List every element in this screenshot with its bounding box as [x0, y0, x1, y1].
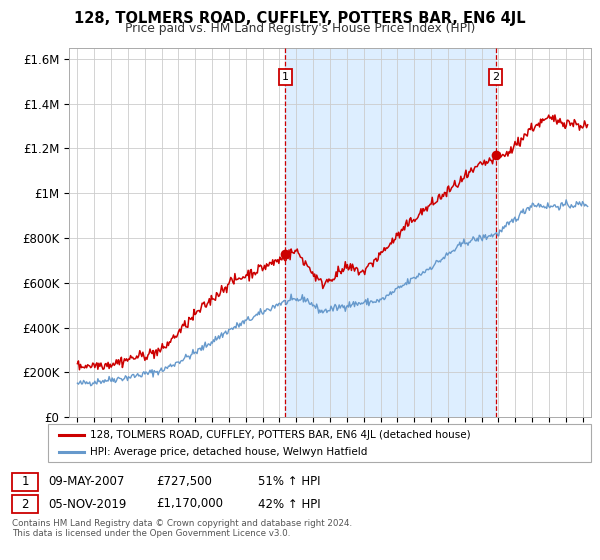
- Text: 42% ↑ HPI: 42% ↑ HPI: [258, 497, 320, 511]
- Text: £727,500: £727,500: [156, 475, 212, 488]
- Text: This data is licensed under the Open Government Licence v3.0.: This data is licensed under the Open Gov…: [12, 529, 290, 538]
- Text: Price paid vs. HM Land Registry's House Price Index (HPI): Price paid vs. HM Land Registry's House …: [125, 22, 475, 35]
- Text: 1: 1: [282, 72, 289, 82]
- Text: Contains HM Land Registry data © Crown copyright and database right 2024.: Contains HM Land Registry data © Crown c…: [12, 519, 352, 528]
- Text: 2: 2: [22, 497, 29, 511]
- Text: HPI: Average price, detached house, Welwyn Hatfield: HPI: Average price, detached house, Welw…: [90, 447, 367, 458]
- Text: 1: 1: [22, 475, 29, 488]
- Text: 05-NOV-2019: 05-NOV-2019: [48, 497, 127, 511]
- Text: 51% ↑ HPI: 51% ↑ HPI: [258, 475, 320, 488]
- Text: 09-MAY-2007: 09-MAY-2007: [48, 475, 124, 488]
- Bar: [286, 48, 496, 417]
- Text: 128, TOLMERS ROAD, CUFFLEY, POTTERS BAR, EN6 4JL (detached house): 128, TOLMERS ROAD, CUFFLEY, POTTERS BAR,…: [90, 430, 470, 440]
- Text: £1,170,000: £1,170,000: [156, 497, 223, 511]
- Text: 128, TOLMERS ROAD, CUFFLEY, POTTERS BAR, EN6 4JL: 128, TOLMERS ROAD, CUFFLEY, POTTERS BAR,…: [74, 11, 526, 26]
- Text: 2: 2: [492, 72, 499, 82]
